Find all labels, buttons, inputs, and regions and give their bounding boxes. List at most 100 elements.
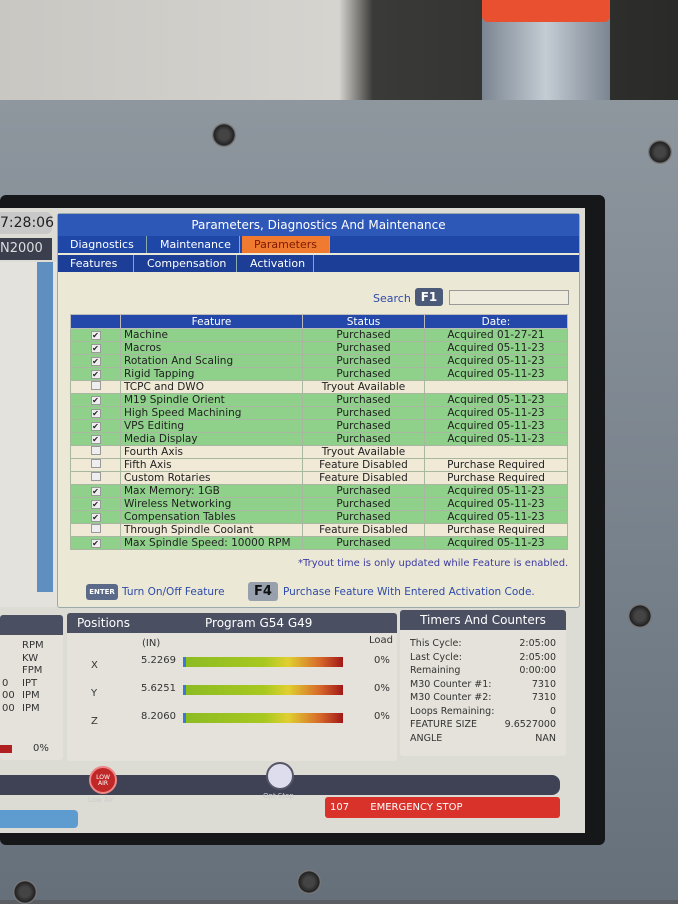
feature-row[interactable]: TCPC and DWO Tryout Available bbox=[70, 380, 568, 394]
feature-status: Purchased bbox=[302, 419, 425, 433]
axis-load-bar bbox=[183, 657, 343, 667]
tab-diagnostics[interactable]: Diagnostics bbox=[58, 236, 147, 253]
feature-checkbox[interactable] bbox=[70, 471, 121, 485]
feature-row[interactable]: ✔ Machine Purchased Acquired 01-27-21 bbox=[70, 328, 568, 342]
tab-maintenance[interactable]: Maintenance bbox=[148, 236, 240, 253]
feature-checkbox[interactable] bbox=[70, 523, 121, 537]
feature-row[interactable]: ✔ Max Spindle Speed: 10000 RPM Purchased… bbox=[70, 536, 568, 550]
enter-hint: Turn On/Off Feature bbox=[122, 586, 225, 598]
f1-key[interactable]: F1 bbox=[415, 288, 443, 306]
tab-parameters[interactable]: Parameters bbox=[242, 236, 330, 253]
load-label: Load bbox=[369, 635, 393, 646]
beacon-light bbox=[482, 0, 610, 110]
spindle-row: KW bbox=[0, 653, 63, 666]
f4-key[interactable]: F4 bbox=[248, 582, 278, 601]
feature-checkbox[interactable]: ✔ bbox=[70, 328, 121, 342]
feature-date: Acquired 05-11-23 bbox=[424, 354, 568, 368]
axis-label: X bbox=[91, 660, 98, 671]
scrollbar[interactable] bbox=[37, 262, 53, 592]
feature-row[interactable]: ✔ Rigid Tapping Purchased Acquired 05-11… bbox=[70, 367, 568, 381]
feature-row[interactable]: ✔ Rotation And Scaling Purchased Acquire… bbox=[70, 354, 568, 368]
feature-row[interactable]: ✔ Media Display Purchased Acquired 05-11… bbox=[70, 432, 568, 446]
feature-name: Media Display bbox=[120, 432, 303, 446]
axis-position: 5.2269 bbox=[141, 655, 176, 666]
feature-checkbox[interactable]: ✔ bbox=[70, 510, 121, 524]
opt-stop-icon[interactable] bbox=[266, 762, 294, 790]
feature-checkbox[interactable]: ✔ bbox=[70, 419, 121, 433]
axis-load: 0% bbox=[374, 711, 390, 722]
feature-row[interactable]: ✔ Max Memory: 1GB Purchased Acquired 05-… bbox=[70, 484, 568, 498]
opt-stop-label: Opt Stop bbox=[263, 792, 294, 800]
feature-name: Rigid Tapping bbox=[120, 367, 303, 381]
feature-checkbox[interactable]: ✔ bbox=[70, 406, 121, 420]
feature-name: Fifth Axis bbox=[120, 458, 303, 472]
tab-compensation[interactable]: Compensation bbox=[135, 255, 237, 272]
timer-label: ANGLE bbox=[410, 732, 443, 744]
timer-value: 2:05:00 bbox=[519, 638, 556, 649]
feature-status: Purchased bbox=[302, 536, 425, 550]
spindle-unit: FPM bbox=[22, 665, 43, 676]
timer-row: Last Cycle: 2:05:00 bbox=[410, 652, 556, 666]
feature-checkbox[interactable] bbox=[70, 445, 121, 459]
enter-key[interactable]: ENTER bbox=[86, 584, 118, 600]
feature-checkbox[interactable]: ✔ bbox=[70, 393, 121, 407]
timer-value: 9.6527000 bbox=[504, 719, 556, 730]
feature-status: Purchased bbox=[302, 510, 425, 524]
feature-row[interactable]: ✔ Wireless Networking Purchased Acquired… bbox=[70, 497, 568, 511]
feature-date: Acquired 05-11-23 bbox=[424, 510, 568, 524]
feature-row[interactable]: Through Spindle Coolant Feature Disabled… bbox=[70, 523, 568, 537]
timer-value: 7310 bbox=[531, 692, 556, 703]
feature-checkbox[interactable]: ✔ bbox=[70, 367, 121, 381]
feature-date: Acquired 05-11-23 bbox=[424, 419, 568, 433]
feature-row[interactable]: ✔ High Speed Machining Purchased Acquire… bbox=[70, 406, 568, 420]
feature-checkbox[interactable]: ✔ bbox=[70, 497, 121, 511]
feature-row[interactable]: Fourth Axis Tryout Available bbox=[70, 445, 568, 459]
feature-checkbox[interactable] bbox=[70, 380, 121, 394]
search-label: Search bbox=[373, 292, 411, 305]
timer-label: Loops Remaining: bbox=[410, 705, 495, 717]
feature-checkbox[interactable]: ✔ bbox=[70, 536, 121, 550]
feature-name: Max Memory: 1GB bbox=[120, 484, 303, 498]
timer-row: ANGLE NAN bbox=[410, 733, 556, 747]
timer-label: M30 Counter #1: bbox=[410, 678, 492, 690]
feature-row[interactable]: Custom Rotaries Feature Disabled Purchas… bbox=[70, 471, 568, 485]
feature-checkbox[interactable] bbox=[70, 458, 121, 472]
axis-label: Z bbox=[91, 716, 98, 727]
feature-status: Purchased bbox=[302, 328, 425, 342]
feature-row[interactable]: Fifth Axis Feature Disabled Purchase Req… bbox=[70, 458, 568, 472]
feature-name: Rotation And Scaling bbox=[120, 354, 303, 368]
timer-value: 7310 bbox=[531, 678, 556, 690]
feature-row[interactable]: ✔ M19 Spindle Orient Purchased Acquired … bbox=[70, 393, 568, 407]
search-input[interactable] bbox=[449, 290, 569, 305]
feature-row[interactable]: ✔ Compensation Tables Purchased Acquired… bbox=[70, 510, 568, 524]
feature-date bbox=[424, 380, 568, 394]
feature-checkbox[interactable]: ✔ bbox=[70, 484, 121, 498]
timer-value: 0:00:00 bbox=[519, 665, 556, 676]
spindle-load: 0% bbox=[33, 743, 49, 754]
f4-hint: Purchase Feature With Entered Activation… bbox=[283, 586, 535, 598]
timer-label: Last Cycle: bbox=[410, 651, 462, 663]
feature-checkbox[interactable]: ✔ bbox=[70, 432, 121, 446]
feature-name: High Speed Machining bbox=[120, 406, 303, 420]
clock: 7:28:06 bbox=[0, 212, 54, 234]
feature-checkbox[interactable]: ✔ bbox=[70, 341, 121, 355]
tab-features[interactable]: Features bbox=[58, 255, 134, 272]
feature-row[interactable]: ✔ Macros Purchased Acquired 05-11-23 bbox=[70, 341, 568, 355]
feature-name: Macros bbox=[120, 341, 303, 355]
axis-load-bar bbox=[183, 685, 343, 695]
timer-label: M30 Counter #2: bbox=[410, 692, 492, 703]
tab-activation[interactable]: Activation bbox=[238, 255, 314, 272]
feature-date bbox=[424, 445, 568, 459]
timer-label: FEATURE SIZE bbox=[410, 719, 477, 730]
alarm-bar[interactable]: 107 EMERGENCY STOP bbox=[325, 797, 560, 818]
spindle-unit: IPM bbox=[22, 690, 40, 701]
blue-status-button[interactable] bbox=[0, 810, 78, 828]
axis-load-bar bbox=[183, 713, 343, 723]
left-panel-header: N2000 bbox=[0, 238, 52, 260]
axis-load: 0% bbox=[374, 655, 390, 666]
feature-row[interactable]: ✔ VPS Editing Purchased Acquired 05-11-2… bbox=[70, 419, 568, 433]
low-air-label: Low Air bbox=[88, 796, 114, 804]
feature-checkbox[interactable]: ✔ bbox=[70, 354, 121, 368]
column-date: Date: bbox=[424, 314, 568, 329]
screw-icon bbox=[628, 604, 652, 628]
